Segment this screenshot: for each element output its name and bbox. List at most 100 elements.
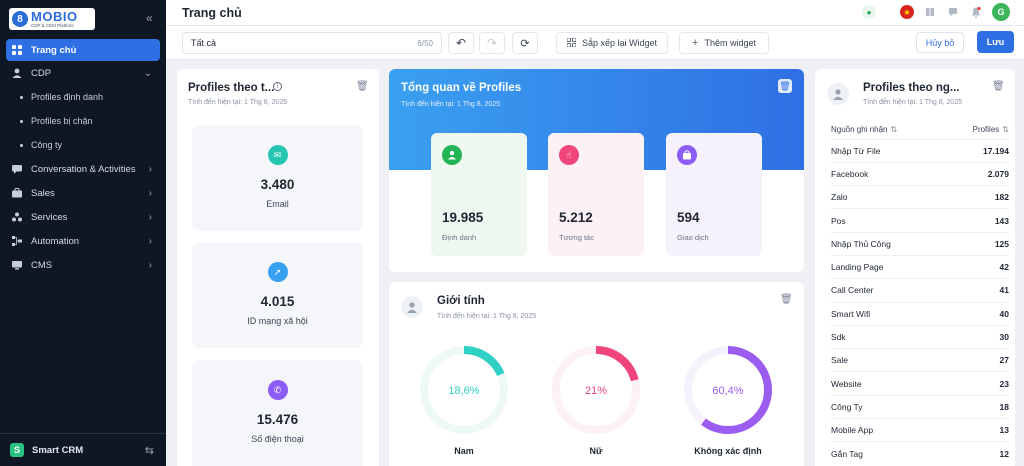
trash-icon[interactable]: 🗑 bbox=[780, 294, 793, 305]
shopping-bag-icon bbox=[677, 145, 697, 165]
source-count: 143 bbox=[945, 208, 1009, 233]
rearrange-widget-button[interactable]: Sắp xếp lại Widget bbox=[556, 32, 668, 54]
overview-label: Tương tác bbox=[559, 233, 594, 242]
header-icons: ● ★ G bbox=[862, 3, 1010, 21]
source-count: 40 bbox=[945, 301, 1009, 326]
sidebar-item-conversation[interactable]: Conversation & Activities › bbox=[6, 157, 160, 181]
stat-email: ✉ 3.480 Email bbox=[192, 125, 363, 231]
info-icon[interactable]: i bbox=[273, 82, 282, 91]
stat-label: Số điện thoại bbox=[251, 434, 304, 444]
source-name: Website bbox=[831, 371, 946, 396]
refresh-icon: ⟳ bbox=[520, 37, 530, 50]
chevron-right-icon: › bbox=[148, 211, 152, 223]
smart-crm-label: Smart CRM bbox=[32, 444, 84, 456]
logo[interactable]: 8 MOBIO CDP & CEM Platform bbox=[9, 8, 95, 30]
table-row: Sale 27 bbox=[831, 348, 1009, 372]
donut-1: 21% bbox=[552, 346, 640, 434]
sidebar-subitem-identified-profiles[interactable]: Profiles định danh bbox=[0, 85, 166, 109]
source-name: Sale bbox=[831, 348, 946, 372]
source-name: Landing Page bbox=[831, 254, 946, 279]
overview-value: 19.985 bbox=[442, 210, 484, 225]
add-widget-button[interactable]: + Thêm widget bbox=[679, 32, 769, 54]
identified-user-icon bbox=[442, 145, 462, 165]
home-icon bbox=[12, 45, 22, 55]
donut-slice-Nam[interactable] bbox=[420, 346, 508, 434]
switch-app-icon[interactable]: ⇆ bbox=[144, 444, 154, 457]
overview-label: Định danh bbox=[442, 233, 477, 242]
cancel-button[interactable]: Hủy bỏ bbox=[916, 32, 964, 53]
sidebar-item-cms[interactable]: CMS › bbox=[6, 253, 160, 277]
user-avatar[interactable]: G bbox=[992, 3, 1010, 21]
redo-button[interactable]: ↷ bbox=[479, 32, 505, 54]
widget-profiles-overview: Tổng quan về Profiles Tính đến hiện tại:… bbox=[389, 69, 804, 272]
trash-icon[interactable]: 🗑 bbox=[356, 81, 369, 92]
undo-button[interactable]: ↶ bbox=[448, 32, 474, 54]
chevron-right-icon: › bbox=[148, 259, 152, 271]
source-name: Nhập Thủ Công bbox=[831, 231, 946, 256]
sidebar: 8 MOBIO CDP & CEM Platform « Trang chủ C… bbox=[0, 0, 166, 466]
donut-value-label: 18,6% bbox=[448, 385, 479, 397]
source-count: 182 bbox=[945, 185, 1009, 209]
overview-transaction: 594 Giao dịch bbox=[666, 133, 762, 256]
source-count: 42 bbox=[945, 254, 1009, 279]
widget-subtitle: Tính đến hiện tại: 1 Thg 8, 2025 bbox=[401, 101, 501, 108]
source-count: 18 bbox=[945, 394, 1009, 419]
donut-slice-Không xác định[interactable] bbox=[684, 346, 772, 434]
email-icon: ✉ bbox=[267, 145, 288, 165]
table-row: Mobile App 13 bbox=[831, 418, 1009, 442]
vietnam-flag-icon[interactable]: ★ bbox=[900, 5, 914, 19]
sort-icon[interactable]: ⇅ bbox=[890, 125, 898, 135]
donut-slice-Nữ[interactable] bbox=[552, 346, 640, 434]
sort-icon[interactable]: ⇅ bbox=[1002, 125, 1009, 135]
sidebar-subitem-company[interactable]: Công ty bbox=[0, 133, 166, 157]
sidebar-item-home[interactable]: Trang chủ bbox=[6, 39, 160, 61]
chat-icon bbox=[12, 164, 22, 174]
table-row: Sdk 30 bbox=[831, 324, 1009, 349]
source-count: 12 bbox=[945, 441, 1009, 466]
help-icon[interactable] bbox=[946, 5, 960, 19]
smart-crm-icon: S bbox=[10, 443, 24, 457]
column-header-profiles[interactable]: Profiles ⇅ bbox=[946, 121, 1009, 139]
sidebar-item-sales[interactable]: Sales › bbox=[6, 181, 160, 205]
dashboard-filter-select[interactable]: Tất cả 6/50 bbox=[182, 32, 442, 54]
rearrange-label: Sắp xếp lại Widget bbox=[581, 38, 658, 48]
source-count: 13 bbox=[945, 418, 1009, 442]
refresh-button[interactable]: ⟳ bbox=[512, 32, 538, 54]
sidebar-item-cdp[interactable]: CDP ⌄ bbox=[6, 61, 160, 85]
source-name: Sdk bbox=[831, 324, 946, 349]
sidebar-item-label: Automation bbox=[31, 235, 80, 247]
table-row: Zalo 182 bbox=[831, 185, 1009, 209]
donut-0: 18,6% bbox=[420, 346, 508, 434]
sales-icon bbox=[12, 188, 22, 198]
table-row: Gắn Tag 12 bbox=[831, 441, 1009, 466]
sidebar-footer[interactable]: S Smart CRM ⇆ bbox=[0, 433, 166, 466]
add-widget-label: Thêm widget bbox=[704, 38, 756, 48]
overview-value: 594 bbox=[677, 210, 700, 225]
source-count: 41 bbox=[945, 278, 1009, 303]
collapse-sidebar-icon[interactable]: « bbox=[146, 11, 153, 25]
donut-value-label: 60,4% bbox=[712, 385, 743, 397]
book-icon[interactable] bbox=[923, 5, 937, 19]
top-header: Trang chủ ● ★ G bbox=[166, 0, 1024, 26]
column-header-source[interactable]: Nguồn ghi nhận ⇅ bbox=[831, 121, 946, 139]
sidebar-item-label: Services bbox=[31, 211, 68, 223]
overview-interaction: ☝ 5.212 Tương tác bbox=[548, 133, 644, 256]
trash-icon[interactable]: 🗑 bbox=[992, 81, 1005, 92]
tap-icon: ☝ bbox=[559, 145, 579, 165]
save-button[interactable]: Lưu bbox=[977, 31, 1014, 53]
sidebar-item-services[interactable]: Services › bbox=[6, 205, 160, 229]
sidebar-subitem-blocked-profiles[interactable]: Profiles bị chặn bbox=[0, 109, 166, 133]
source-count: 30 bbox=[945, 324, 1009, 349]
source-name: Facebook bbox=[831, 161, 946, 186]
donut-category-label: Nam bbox=[454, 446, 474, 456]
trash-icon[interactable]: 🗑 bbox=[778, 79, 792, 93]
chevron-down-icon: ⌄ bbox=[143, 67, 152, 79]
bell-icon[interactable] bbox=[969, 5, 983, 19]
widget-subtitle: Tính đến hiện tại: 1 Thg 8, 2025 bbox=[437, 313, 537, 320]
column-label: Nguồn ghi nhận bbox=[831, 125, 888, 135]
source-count: 2.079 bbox=[945, 161, 1009, 186]
widget-subtitle: Tính đến hiện tại: 1 Thg 8, 2025 bbox=[863, 99, 963, 106]
leaf-icon[interactable]: ● bbox=[862, 5, 876, 19]
sidebar-item-automation[interactable]: Automation › bbox=[6, 229, 160, 253]
stat-value: 3.480 bbox=[260, 177, 295, 192]
